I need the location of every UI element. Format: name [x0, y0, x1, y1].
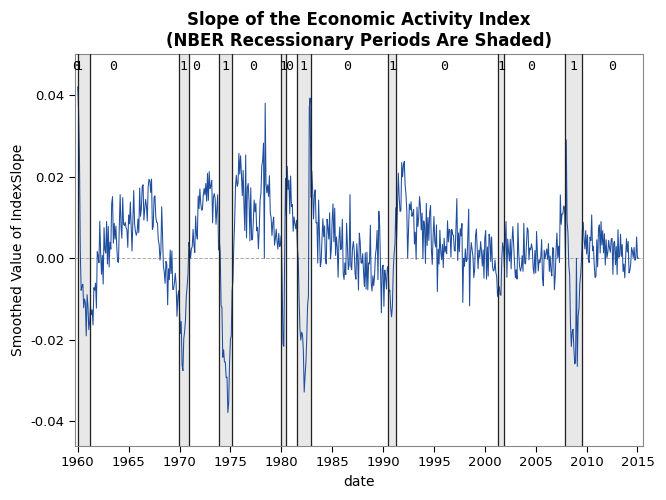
Bar — [281, 54, 286, 446]
Text: 0: 0 — [344, 60, 352, 74]
Bar — [388, 54, 396, 446]
Text: 1: 1 — [388, 60, 396, 74]
Y-axis label: Smoothed Value of IndexSlope: Smoothed Value of IndexSlope — [11, 144, 25, 356]
Text: 0: 0 — [72, 60, 80, 74]
Bar — [78, 54, 90, 446]
Text: 0: 0 — [285, 60, 293, 74]
Text: 1: 1 — [280, 60, 288, 74]
Text: 1: 1 — [569, 60, 577, 74]
Text: 1: 1 — [75, 60, 83, 74]
Bar — [296, 54, 311, 446]
Text: 0: 0 — [527, 60, 535, 74]
Text: 1: 1 — [180, 60, 188, 74]
X-axis label: date: date — [343, 475, 375, 489]
Text: 1: 1 — [221, 60, 229, 74]
Bar — [218, 54, 232, 446]
Text: 0: 0 — [608, 60, 616, 74]
Text: 0: 0 — [109, 60, 117, 74]
Title: Slope of the Economic Activity Index
(NBER Recessionary Periods Are Shaded): Slope of the Economic Activity Index (NB… — [166, 11, 552, 50]
Bar — [178, 54, 189, 446]
Bar — [565, 54, 581, 446]
Text: 1: 1 — [497, 60, 505, 74]
Text: 0: 0 — [249, 60, 257, 74]
Bar — [498, 54, 504, 446]
Text: 0: 0 — [192, 60, 200, 74]
Text: 0: 0 — [440, 60, 448, 74]
Text: 1: 1 — [300, 60, 308, 74]
